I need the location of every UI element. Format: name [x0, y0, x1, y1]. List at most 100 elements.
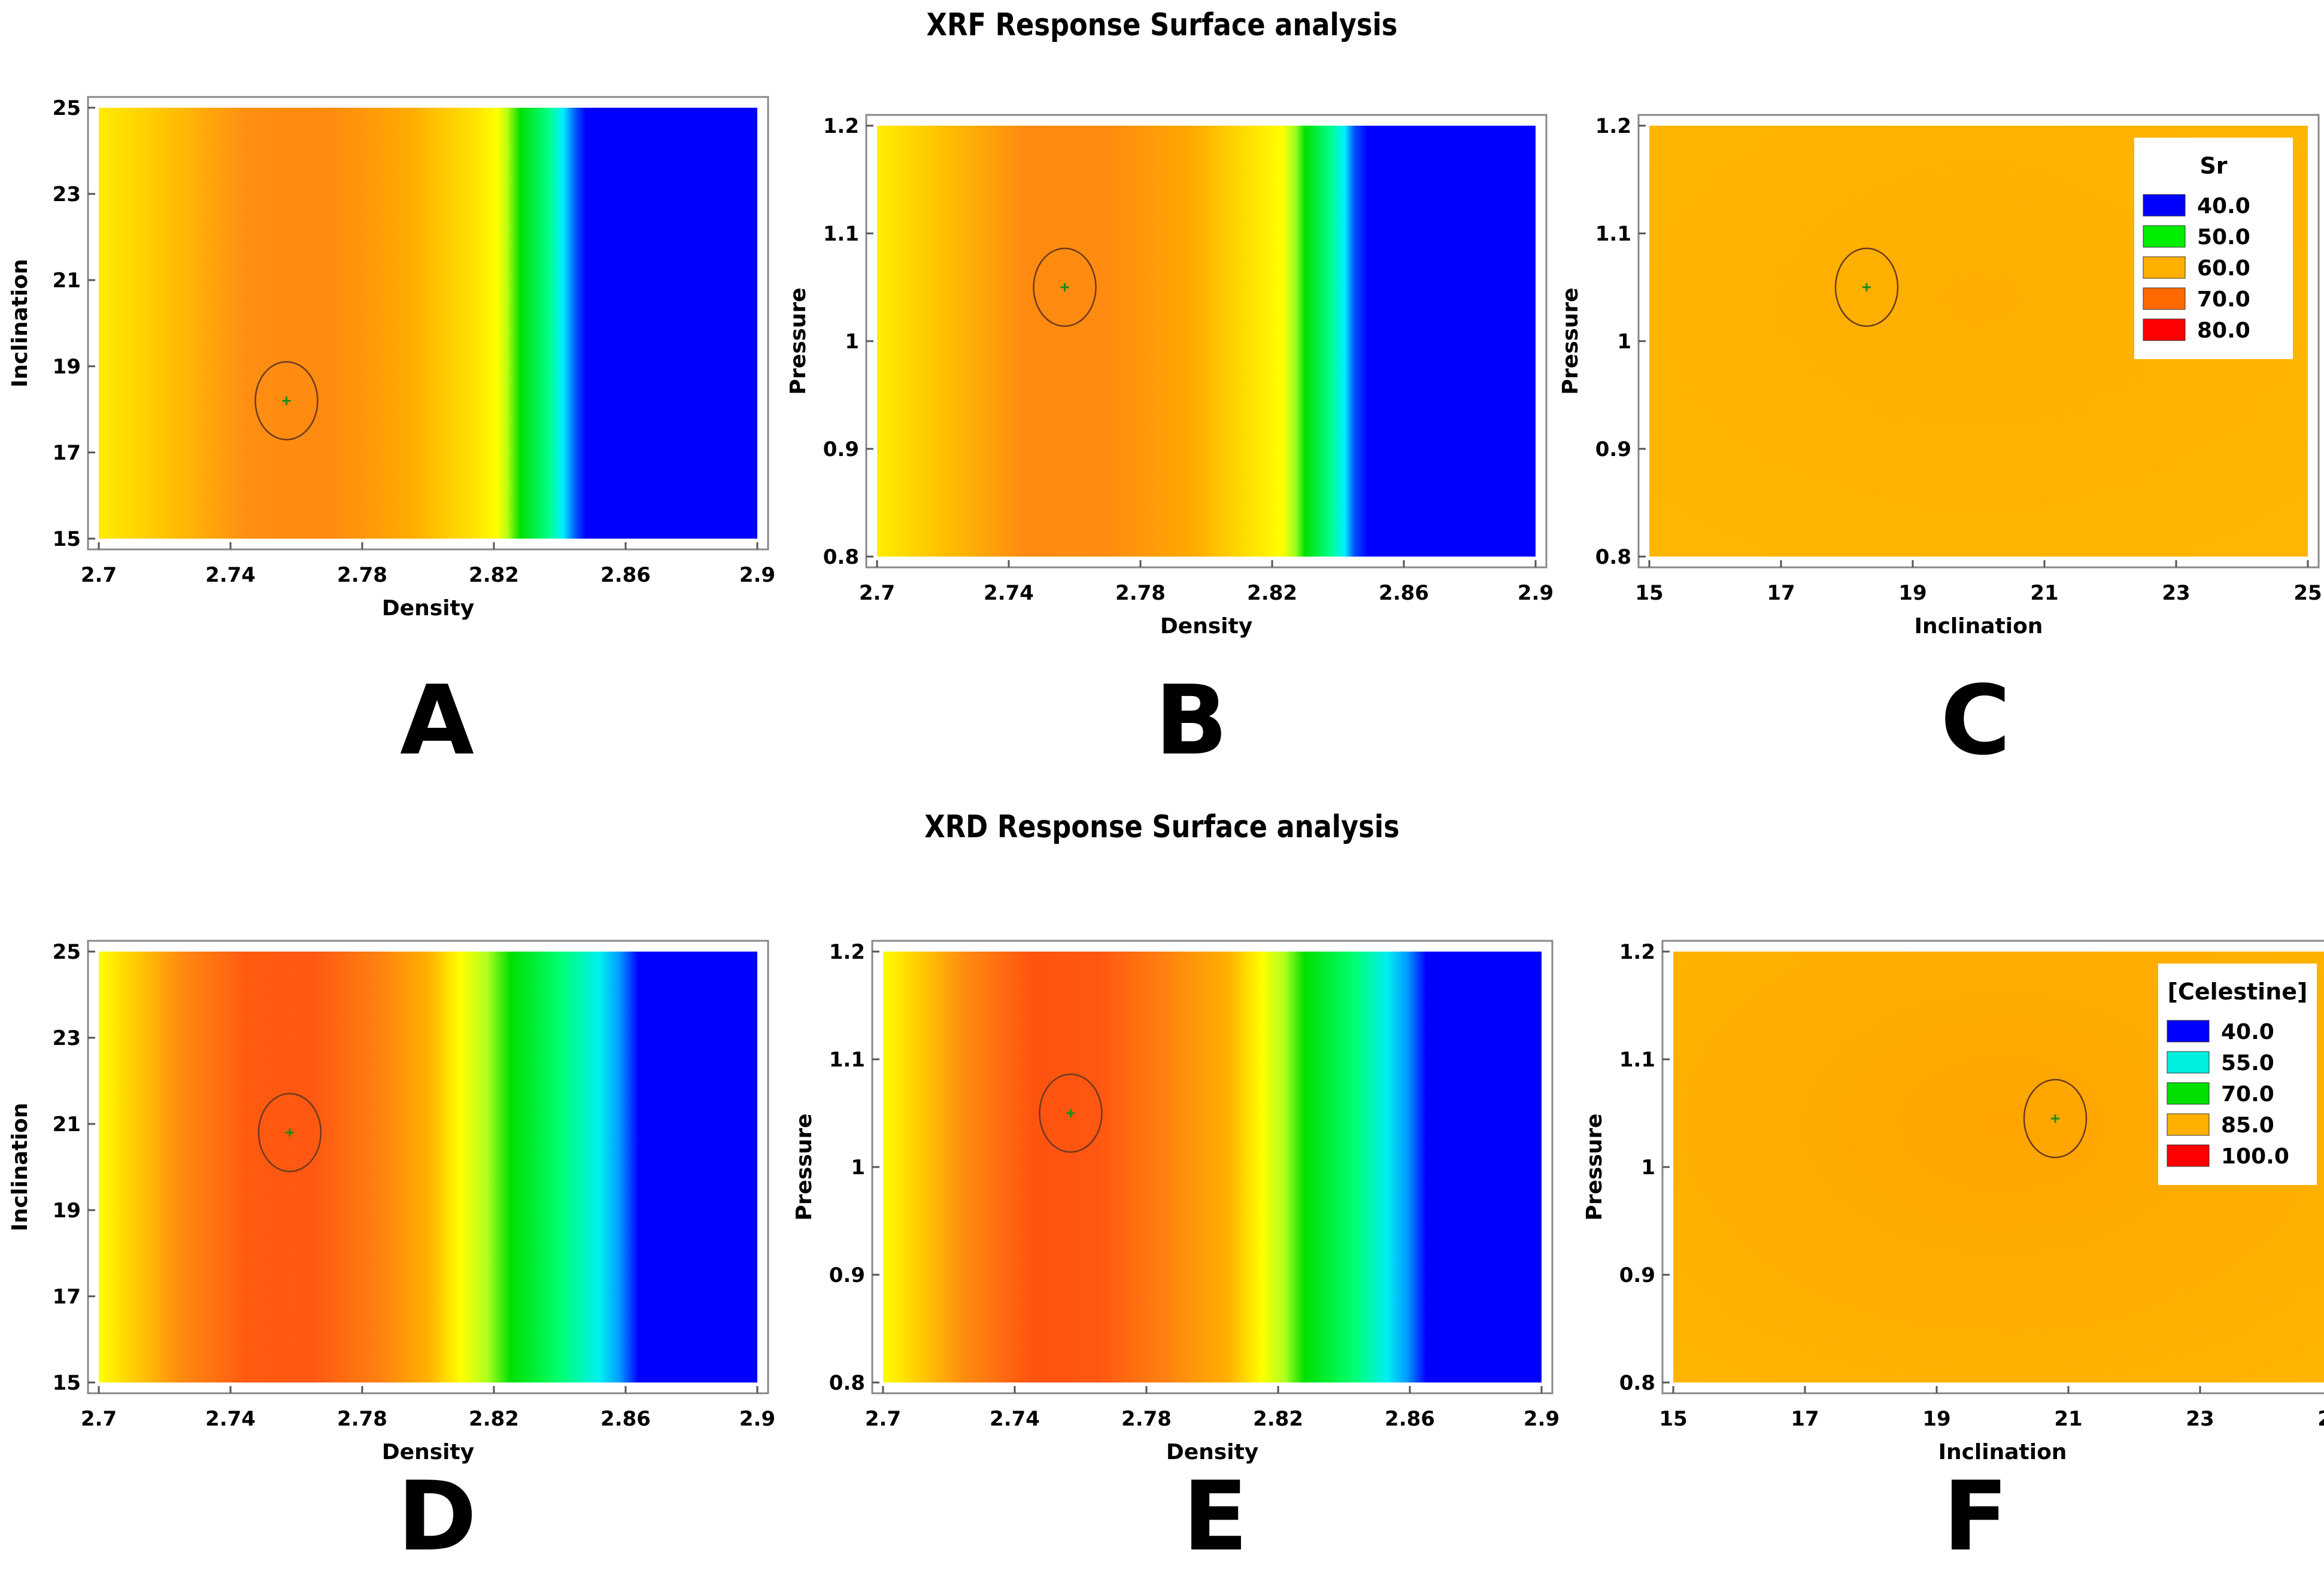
- panel-d: 2.7 2.74 2.78 2.82 2.86 2.9 15 17 19 21 23 25 Densit…: [0, 922, 778, 1550]
- plot-frame: [87, 940, 769, 1394]
- legend-swatch: [2167, 1113, 2210, 1136]
- legend-label: 85.0: [2221, 1113, 2274, 1138]
- x-tick-label: 2.7: [81, 563, 117, 587]
- optimum-ellipse: [1033, 247, 1097, 327]
- xrf-section-title: XRF Response Surface analysis: [926, 7, 1398, 43]
- x-tick-label: 21: [2054, 1407, 2082, 1431]
- y-tick-label: 1.1: [1619, 1048, 1655, 1072]
- x-tick-label: 2.74: [205, 1407, 256, 1431]
- x-tick-label: 2.78: [337, 563, 387, 587]
- y-tick-label: 1: [1641, 1156, 1655, 1180]
- x-tick-label: 2.9: [1518, 581, 1554, 605]
- legend-label: 40.0: [2197, 194, 2250, 218]
- y-tick-label: 23: [53, 1026, 81, 1050]
- y-tick-label: 1.2: [829, 940, 865, 964]
- y-tick-label: 23: [53, 183, 81, 206]
- x-tick-label: 2.82: [469, 563, 519, 587]
- x-tick-label: 2.7: [859, 581, 895, 605]
- y-tick-label: 21: [53, 1113, 81, 1137]
- legend-label: 50.0: [2197, 225, 2250, 250]
- y-tick-label: 0.8: [823, 545, 859, 569]
- y-tick-label: 0.9: [829, 1263, 865, 1287]
- chart-f: 15 17 19 21 23 25 0.8 0.9 1 1.1 1.2 Inclination Pres…: [1582, 940, 2324, 1464]
- xrd-section-title: XRD Response Surface analysis: [924, 809, 1400, 845]
- x-tick-label: 2.74: [205, 563, 256, 587]
- optimum-point: [282, 396, 291, 405]
- optimum-ellipse: [257, 1093, 322, 1172]
- x-tick-label: 17: [1791, 1407, 1819, 1431]
- x-tick-label: 2.9: [1524, 1407, 1560, 1431]
- x-tick-label: 23: [2162, 581, 2190, 605]
- x-tick-label: 25: [2317, 1407, 2324, 1431]
- y-tick-label: 19: [53, 355, 81, 379]
- y-tick-label: 1: [851, 1156, 865, 1180]
- legend-title: [Celestine]: [2168, 979, 2308, 1005]
- x-tick-label: 2.7: [865, 1407, 901, 1431]
- x-axis-label: Density: [382, 1440, 474, 1464]
- legend-swatch: [2167, 1051, 2210, 1074]
- x-axis-label: Density: [1160, 614, 1252, 639]
- optimum-point: [1066, 1109, 1075, 1117]
- x-axis-label: Density: [1166, 1440, 1258, 1464]
- x-tick-label: 2.7: [81, 1407, 117, 1431]
- y-tick-label: 17: [53, 441, 81, 465]
- legend-label: 55.0: [2221, 1051, 2274, 1075]
- y-tick-label: 15: [53, 1371, 81, 1395]
- y-tick-label: 0.9: [823, 437, 859, 461]
- chart-c: 15 17 19 21 23 25 0.8 0.9 1 1.1 1.2 Inclination Pres…: [1558, 114, 2322, 639]
- optimum-ellipse: [2023, 1078, 2088, 1159]
- x-tick-label: 2.74: [990, 1407, 1040, 1431]
- optimum-ellipse: [254, 361, 318, 440]
- x-tick-label: 15: [1635, 581, 1663, 605]
- legend-swatch: [2143, 225, 2186, 248]
- y-tick-label: 0.9: [1619, 1263, 1655, 1287]
- legend-label: 80.0: [2197, 318, 2250, 343]
- optimum-point: [1060, 283, 1069, 291]
- legend-label: 70.0: [2221, 1082, 2274, 1107]
- y-tick-label: 21: [53, 269, 81, 293]
- y-tick-label: 1.1: [1595, 222, 1631, 246]
- x-tick-label: 2.86: [600, 563, 651, 587]
- y-tick-label: 1: [845, 330, 859, 354]
- y-axis-label: Pressure: [1582, 1113, 1607, 1220]
- y-tick-label: 25: [53, 940, 81, 964]
- response-surface: [99, 952, 757, 1382]
- panel-letter-e: E: [1182, 1460, 1248, 1572]
- panel-letter-d: D: [397, 1460, 477, 1572]
- y-tick-label: 1.2: [1619, 940, 1655, 964]
- y-axis-label: Pressure: [786, 287, 811, 394]
- legend-title: Sr: [2199, 153, 2227, 179]
- x-tick-label: 2.82: [469, 1407, 519, 1431]
- legend-swatch: [2167, 1082, 2210, 1105]
- y-axis-label: Pressure: [1558, 287, 1583, 394]
- x-tick-label: 17: [1767, 581, 1795, 605]
- chart-a: 2.7 2.74 2.78 2.82 2.86 2.9 15 17 19 21 23 25 Densit…: [8, 96, 775, 621]
- panel-letter-f: F: [1943, 1460, 2009, 1572]
- optimum-ellipse: [1039, 1073, 1103, 1153]
- x-tick-label: 21: [2030, 581, 2058, 605]
- chart-b: 2.7 2.74 2.78 2.82 2.86 2.9 0.8 0.9 1 1.1 1.2 Densi…: [786, 114, 1554, 639]
- panel-a: 2.7 2.74 2.78 2.82 2.86 2.9 15 17 19 21 23 25 Densit…: [0, 78, 778, 706]
- optimum-point: [1862, 283, 1871, 291]
- chart-d: 2.7 2.74 2.78 2.82 2.86 2.9 15 17 19 21 23 25 Densit…: [8, 940, 775, 1464]
- y-tick-label: 0.8: [1595, 545, 1631, 569]
- x-tick-label: 25: [2293, 581, 2322, 605]
- y-tick-label: 1.2: [1595, 114, 1631, 138]
- legend-swatch: [2143, 194, 2186, 217]
- x-axis-label: Density: [382, 596, 474, 621]
- legend-swatch: [2143, 256, 2186, 279]
- x-axis-label: Inclination: [1938, 1440, 2067, 1464]
- legend-label: 70.0: [2197, 287, 2250, 312]
- y-tick-label: 1.2: [823, 114, 859, 138]
- x-tick-label: 2.9: [739, 563, 775, 587]
- panel-letter-c: C: [1940, 664, 2011, 776]
- y-tick-label: 1.1: [823, 222, 859, 246]
- y-tick-label: 0.9: [1595, 437, 1631, 461]
- legend-label: 60.0: [2197, 256, 2250, 281]
- chart-e: 2.7 2.74 2.78 2.82 2.86 2.9 0.8 0.9 1 1.1 1.2 Densi…: [792, 940, 1560, 1464]
- legend-swatch: [2167, 1020, 2210, 1043]
- y-tick-label: 15: [53, 527, 81, 551]
- panel-letter-b: B: [1155, 664, 1228, 776]
- x-tick-label: 19: [1922, 1407, 1950, 1431]
- panel-b: 2.7 2.74 2.78 2.82 2.86 2.9 0.8 0.9 1 1.1 1.2 Densi…: [778, 96, 1557, 724]
